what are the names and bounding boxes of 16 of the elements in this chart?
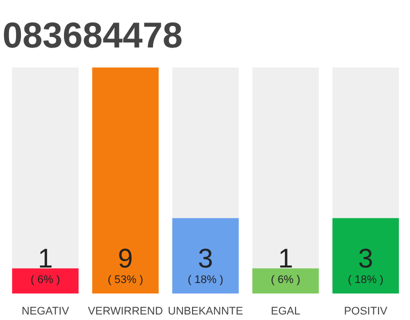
- x-tick-label: NEGATIV: [22, 306, 70, 318]
- data-label: 3: [198, 244, 214, 274]
- annotation: ( 18% ): [348, 274, 384, 286]
- data-label: 1: [278, 244, 294, 274]
- annotation: ( 53% ): [108, 274, 144, 286]
- x-tick-label: VERWIRREND: [88, 306, 163, 318]
- annotation: ( 18% ): [188, 274, 224, 286]
- chart-title: 083684478: [2, 14, 183, 56]
- x-tick-label: POSITIV: [344, 306, 388, 318]
- data-label: 3: [358, 244, 374, 274]
- data-label: 1: [38, 244, 53, 274]
- annotation: ( 6% ): [270, 274, 300, 286]
- annotation: ( 6% ): [30, 274, 60, 286]
- x-tick-label: UNBEKANNTE: [168, 306, 244, 318]
- x-tick-label: EGAL: [270, 306, 300, 318]
- data-label: 9: [118, 244, 133, 274]
